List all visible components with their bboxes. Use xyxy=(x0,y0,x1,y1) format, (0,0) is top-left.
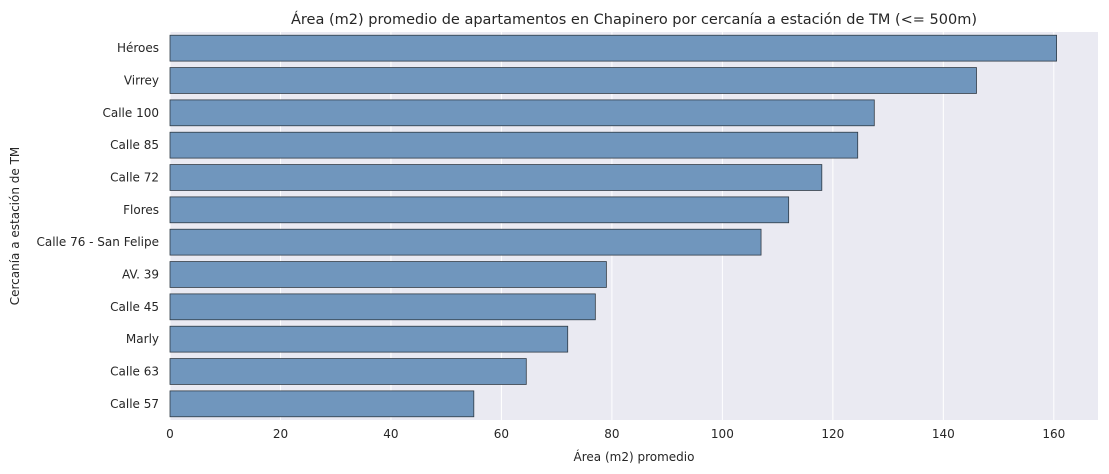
x-tick-label: 120 xyxy=(821,427,844,441)
bars xyxy=(169,34,1057,418)
bar xyxy=(169,34,1057,62)
chart-title: Área (m2) promedio de apartamentos en Ch… xyxy=(291,11,977,28)
y-tick-label: Calle 85 xyxy=(110,138,159,152)
x-tick-label: 20 xyxy=(273,427,288,441)
grid-lines xyxy=(169,32,1055,420)
x-tick-label: 40 xyxy=(383,427,398,441)
bar xyxy=(169,196,790,224)
x-tick-label: 140 xyxy=(932,427,955,441)
bar xyxy=(169,293,596,321)
bar xyxy=(169,390,475,418)
x-tick-label: 160 xyxy=(1042,427,1065,441)
x-tick-label: 0 xyxy=(166,427,174,441)
y-tick-label: Héroes xyxy=(117,41,159,55)
x-tick-label: 80 xyxy=(604,427,619,441)
y-tick-label: Virrey xyxy=(124,74,159,88)
bar xyxy=(169,99,875,127)
y-tick-label: Calle 63 xyxy=(110,365,159,379)
y-tick-label: Marly xyxy=(126,332,159,346)
x-tick-labels: 0 20 40 60 80 100 120 140 160 xyxy=(166,427,1065,441)
bar xyxy=(169,67,977,94)
bar xyxy=(169,358,527,385)
y-tick-label: Calle 76 - San Felipe xyxy=(36,235,159,249)
y-tick-label: AV. 39 xyxy=(122,268,159,282)
y-axis-label: Cercanía a estación de TM xyxy=(8,147,22,306)
bar xyxy=(169,228,762,256)
bar xyxy=(169,131,859,159)
bar xyxy=(169,164,823,191)
y-tick-label: Calle 57 xyxy=(110,397,159,411)
x-tick-label: 60 xyxy=(494,427,509,441)
y-tick-label: Calle 45 xyxy=(110,300,159,314)
y-tick-label: Calle 100 xyxy=(102,106,159,120)
y-tick-label: Calle 72 xyxy=(110,171,159,185)
bar xyxy=(169,261,607,288)
x-axis-label: Área (m2) promedio xyxy=(574,449,695,464)
bar xyxy=(169,325,569,353)
y-tick-labels: Héroes Virrey Calle 100 Calle 85 Calle 72 Flo… xyxy=(36,41,159,411)
y-tick-label: Flores xyxy=(123,203,159,217)
x-tick-label: 100 xyxy=(711,427,734,441)
